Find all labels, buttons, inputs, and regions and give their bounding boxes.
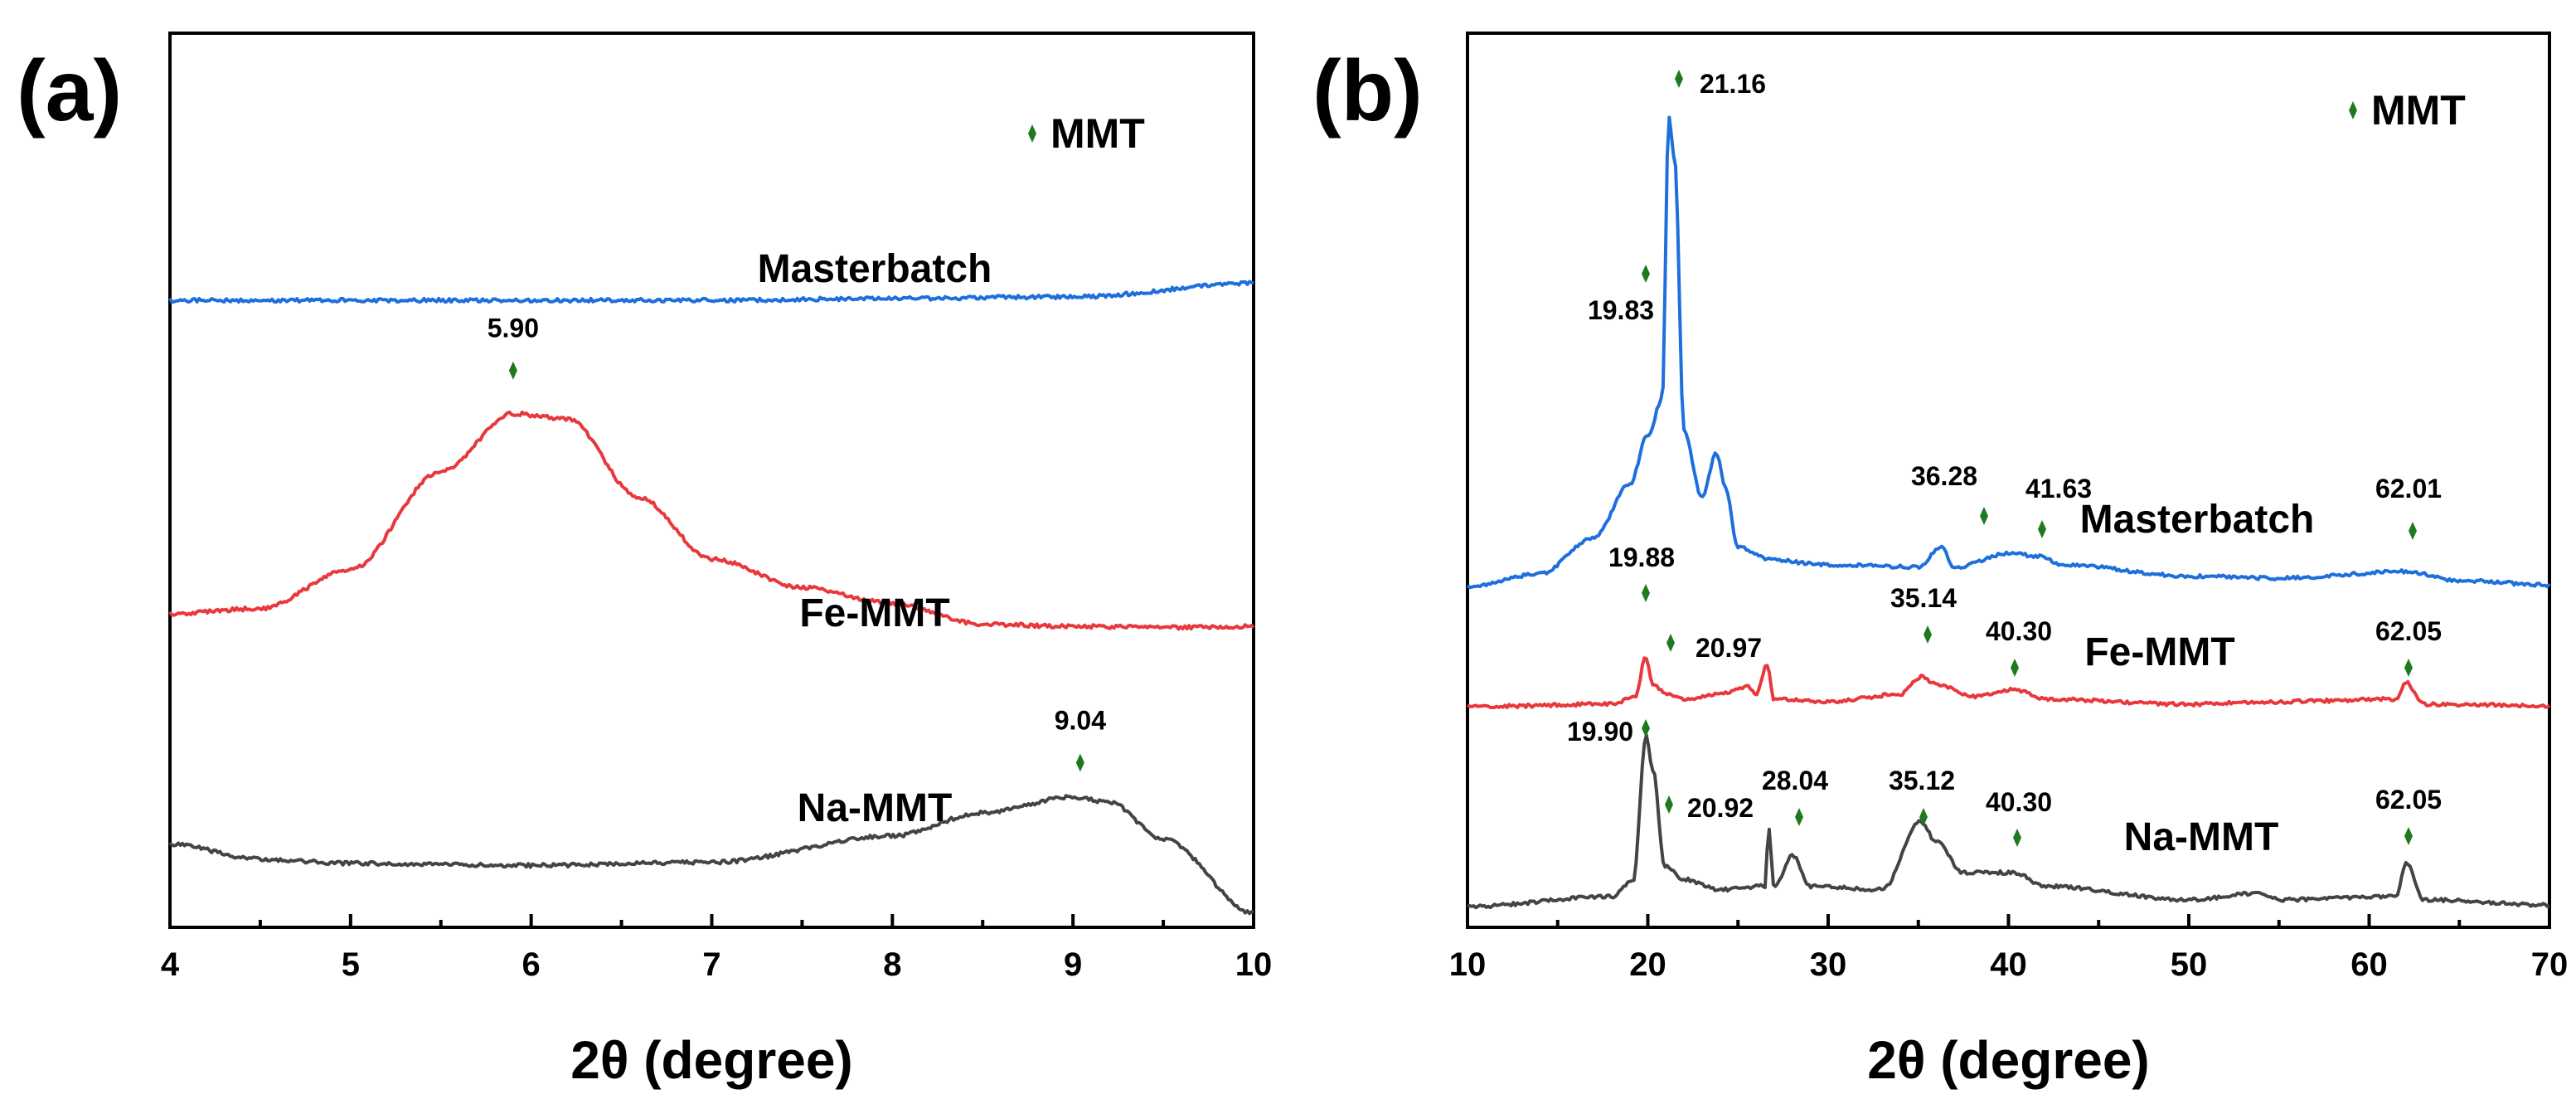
panel-b-peak-marker-icon xyxy=(1980,507,1988,525)
panel-a-peak-marker-icon xyxy=(508,361,517,380)
panel-a-series-na-mmt-line xyxy=(168,794,1254,916)
panel-a-legend-marker-icon xyxy=(1028,124,1036,143)
panel-b-peak-label: 20.97 xyxy=(1696,633,1762,663)
panel-b-peak-label: 62.05 xyxy=(2375,785,2442,815)
panel-b-x-axis-title: 2θ (degree) xyxy=(1867,1030,2149,1090)
panel-b-peak-marker-icon xyxy=(1642,584,1650,602)
panel-b-peak-label: 35.14 xyxy=(1890,583,1957,613)
panel-b-peak-label: 62.01 xyxy=(2375,474,2442,503)
panel-b-peak-marker-icon xyxy=(1795,808,1803,826)
panel-a-x-tick-label: 4 xyxy=(161,946,180,983)
panel-b-x-tick-label: 20 xyxy=(1629,946,1666,983)
panel-b-peak-label: 28.04 xyxy=(1762,766,1828,795)
panel-a-letter: (a) xyxy=(17,43,122,139)
panel-b-series-masterbatch-line xyxy=(1466,115,2551,590)
panel-b-peak-marker-icon xyxy=(1642,265,1650,283)
panel-b-peak-marker-icon xyxy=(2013,829,2021,847)
panel-a-legend-label: MMT xyxy=(1050,110,1145,157)
panel-b-peak-label: 40.30 xyxy=(1986,787,2052,817)
panel-a-series-fe-mmt-line xyxy=(168,411,1255,631)
panel-a-peak-label: 5.90 xyxy=(488,314,539,343)
panel-b-peak-label: 21.16 xyxy=(1700,69,1766,99)
panel-b-peak-marker-icon xyxy=(1642,719,1650,737)
panel-b-x-tick-label: 60 xyxy=(2350,946,2388,983)
panel-b-peak-marker-icon xyxy=(2011,659,2019,677)
panel-a-peak-marker-icon xyxy=(1075,753,1084,772)
panel-b-peak-marker-icon xyxy=(1675,70,1683,88)
panel-b-peak-label: 20.92 xyxy=(1687,793,1754,823)
panel-b-series-fe-mmt-line xyxy=(1466,656,2551,709)
panel-b-peak-label: 41.63 xyxy=(2025,474,2092,503)
panel-b-peak-marker-icon xyxy=(1666,634,1675,652)
panel-b-peak-marker-icon xyxy=(1919,808,1928,826)
panel-b-peak-marker-icon xyxy=(1924,625,1932,644)
panel-b-legend-label: MMT xyxy=(2371,87,2466,134)
panel-b-peak-marker-icon xyxy=(2404,827,2413,845)
panel-a-series-label-na-mmt: Na-MMT xyxy=(798,786,953,830)
panel-b-peak-marker-icon xyxy=(1665,795,1673,814)
panel-b-peak-marker-icon xyxy=(2404,659,2413,677)
panel-b-peak-label: 19.88 xyxy=(1608,542,1675,572)
panel-a-frame xyxy=(168,32,1255,929)
panel-b-x-tick-label: 40 xyxy=(1990,946,2027,983)
panel-a-x-axis-title: 2θ (degree) xyxy=(570,1030,852,1090)
panel-b-peak-marker-icon xyxy=(2038,520,2046,538)
panel-a-x-tick-label: 6 xyxy=(522,946,541,983)
panel-b-series-na-mmt-line xyxy=(1467,733,2550,910)
panel-b-letter: (b) xyxy=(1312,43,1423,139)
panel-b-legend-marker-icon xyxy=(2349,101,2357,119)
panel-b-peak-marker-icon xyxy=(2409,522,2417,540)
panel-b-series-label-masterbatch: Masterbatch xyxy=(2080,498,2315,542)
panel-b-peak-label: 40.30 xyxy=(1986,616,2052,646)
panel-b-peak-label: 62.05 xyxy=(2375,616,2442,646)
panel-a-x-tick-label: 10 xyxy=(1235,946,1273,983)
panel-a-x-tick-label: 7 xyxy=(702,946,720,983)
panel-a-x-tick-label: 9 xyxy=(1064,946,1082,983)
panel-b-x-tick-label: 10 xyxy=(1449,946,1487,983)
panel-b-x-tick-label: 30 xyxy=(1810,946,1847,983)
panel-b-x-tick-label: 50 xyxy=(2171,946,2208,983)
panel-b-peak-label: 35.12 xyxy=(1889,766,1955,795)
panel-a-x-tick-label: 5 xyxy=(342,946,360,983)
panel-b-peak-label: 19.90 xyxy=(1567,717,1633,747)
panel-a-x-tick-label: 8 xyxy=(883,946,901,983)
panel-b-series-label-na-mmt: Na-MMT xyxy=(2124,815,2279,859)
panel-b-x-tick-label: 70 xyxy=(2531,946,2569,983)
panel-a-series-masterbatch-line xyxy=(168,280,1254,304)
panel-b-peak-label: 36.28 xyxy=(1911,461,1977,491)
panel-a-peak-label: 9.04 xyxy=(1055,706,1106,736)
panel-b-series-label-fe-mmt: Fe-MMT xyxy=(2084,630,2234,674)
panel-a-series-label-fe-mmt: Fe-MMT xyxy=(799,591,949,635)
panel-b-peak-label: 19.83 xyxy=(1588,295,1654,325)
panel-a-series-label-masterbatch: Masterbatch xyxy=(758,247,992,291)
